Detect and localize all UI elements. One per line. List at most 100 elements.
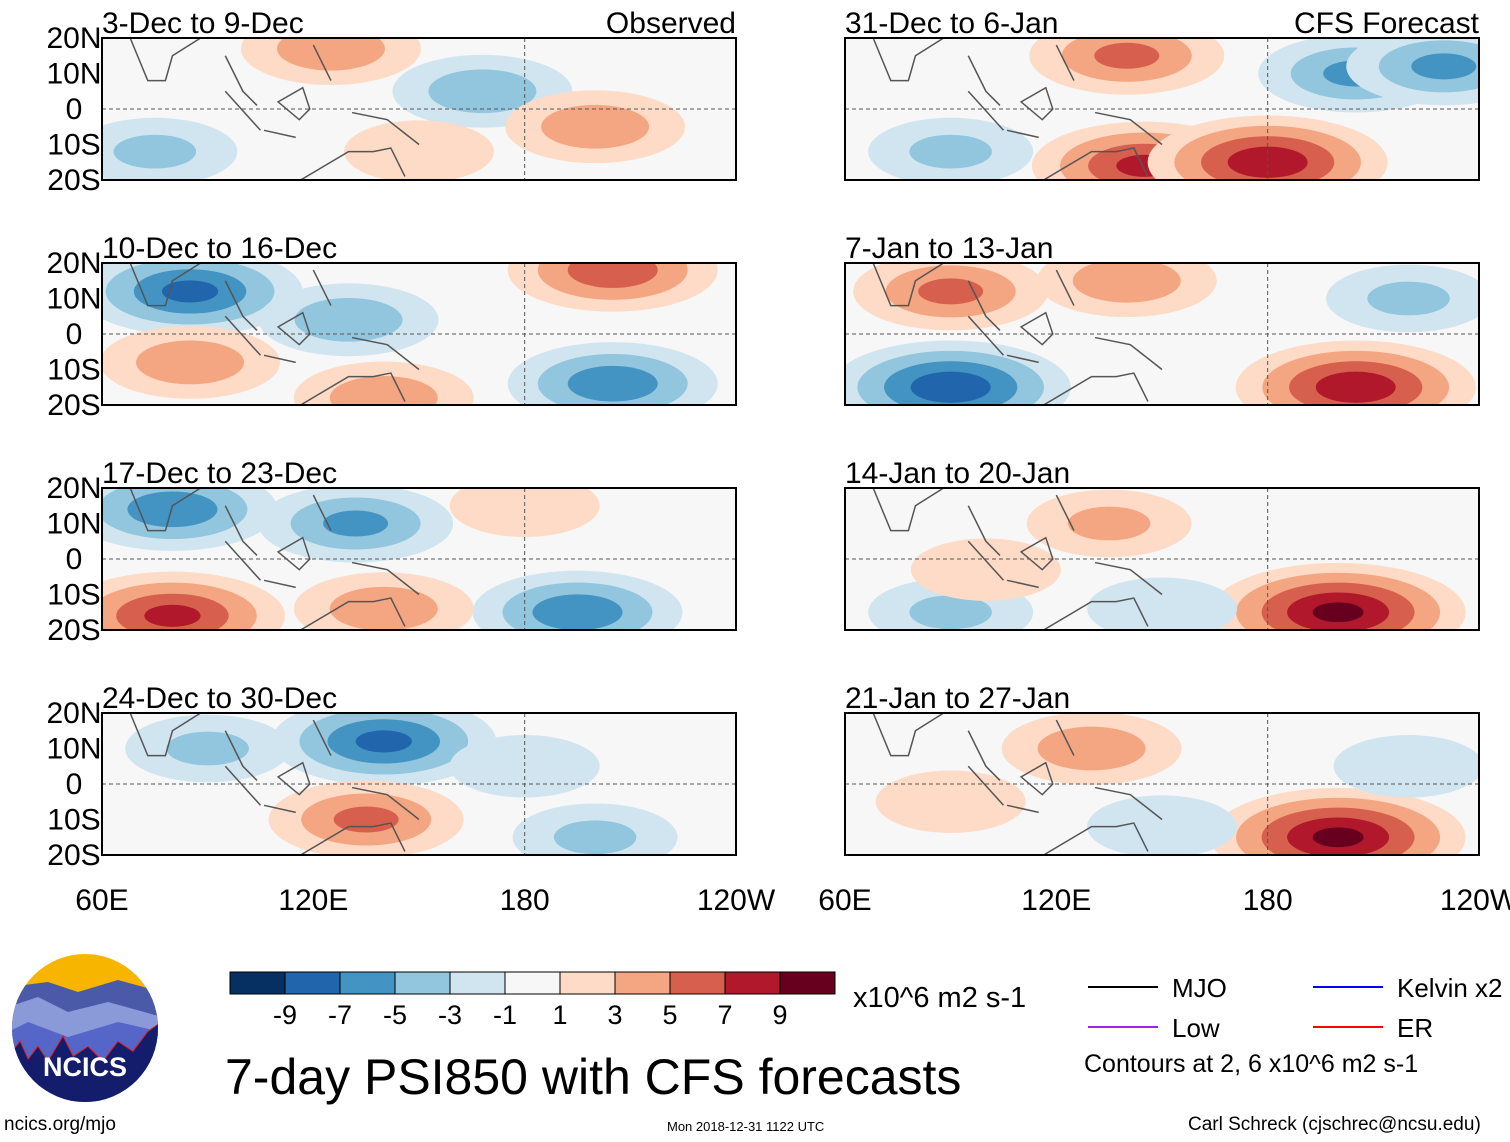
units-label: x10^6 m2 s-1 bbox=[853, 982, 1027, 1014]
anomaly-contour bbox=[144, 604, 201, 627]
anomaly-contour bbox=[532, 594, 623, 630]
panel-title: 31-Dec to 6-Jan bbox=[845, 7, 1058, 40]
anomaly-contour bbox=[1227, 146, 1308, 178]
coastline bbox=[872, 263, 1163, 405]
figure-title: 7-day PSI850 with CFS forecasts bbox=[225, 1049, 962, 1105]
lat-tick-label: 10S bbox=[47, 129, 100, 162]
anomaly-contour bbox=[909, 134, 992, 169]
anomaly-contour bbox=[1312, 602, 1364, 623]
lat-tick-label: 10S bbox=[47, 579, 100, 612]
panel-title: 7-Jan to 13-Jan bbox=[845, 232, 1053, 265]
anomaly-contour bbox=[909, 595, 992, 630]
lon-tick-label: 120E bbox=[1021, 884, 1091, 917]
anomaly-contour bbox=[1333, 735, 1479, 798]
line-legend: MJO Kelvin x2 Low ER bbox=[1088, 973, 1503, 1043]
anomaly-contour bbox=[127, 491, 218, 528]
colorbar-swatch bbox=[669, 971, 726, 995]
lat-tick-label: 20S bbox=[47, 164, 100, 197]
lat-tick-label: 10N bbox=[46, 283, 101, 316]
colorbar-label: -1 bbox=[493, 1000, 517, 1030]
colorbar-swatch bbox=[394, 971, 451, 995]
panel-frame bbox=[101, 37, 737, 181]
panel-5 bbox=[845, 263, 1479, 405]
panel-frame bbox=[101, 487, 737, 631]
colorbar-swatch bbox=[559, 971, 616, 995]
site-url[interactable]: ncics.org/mjo bbox=[4, 1114, 116, 1135]
panel-title: 21-Jan to 27-Jan bbox=[845, 682, 1070, 715]
anomaly-contour bbox=[1312, 827, 1364, 848]
panel-frame bbox=[844, 712, 1480, 856]
lat-tick-label: 10S bbox=[47, 354, 100, 387]
lon-tick-label: 120W bbox=[1440, 884, 1510, 917]
legend-label: Kelvin x2 bbox=[1397, 973, 1503, 1003]
anomaly-contour bbox=[1087, 795, 1237, 855]
lat-tick-label: 0 bbox=[66, 318, 83, 351]
colorbar-label: 7 bbox=[717, 1000, 732, 1030]
colorbar-label: 5 bbox=[662, 1000, 677, 1030]
anomaly-contour bbox=[161, 280, 219, 303]
coastline bbox=[872, 713, 1163, 855]
panel-frame bbox=[844, 262, 1480, 406]
panel-frame bbox=[101, 712, 737, 856]
colorbar: -9 -7 -5 -3 -1 1 3 5 7 9 bbox=[229, 971, 836, 1030]
panel-tag: Observed bbox=[606, 7, 736, 40]
panel-3 bbox=[102, 713, 736, 855]
colorbar-label: -9 bbox=[273, 1000, 297, 1030]
anomaly-contour bbox=[910, 371, 991, 403]
lat-tick-label: 0 bbox=[66, 768, 83, 801]
anomaly-contour bbox=[541, 104, 650, 149]
timestamp: Mon 2018-12-31 1122 UTC bbox=[667, 1119, 825, 1134]
anomaly-contour bbox=[1072, 263, 1181, 303]
lat-tick-label: 20S bbox=[47, 614, 100, 647]
lat-tick-label: 10S bbox=[47, 804, 100, 837]
author-credit: Carl Schreck (cjschrec@ncsu.edu) bbox=[1188, 1114, 1481, 1135]
panel-2 bbox=[102, 488, 736, 630]
anomaly-contour bbox=[553, 820, 637, 855]
colorbar-label: -3 bbox=[438, 1000, 462, 1030]
anomaly-contour bbox=[344, 120, 494, 180]
colorbar-swatch bbox=[229, 971, 286, 995]
anomaly-contour bbox=[567, 365, 658, 402]
anomaly-contour bbox=[276, 38, 385, 71]
anomaly-contour bbox=[1367, 281, 1450, 316]
colorbar-swatch bbox=[449, 971, 506, 995]
panel-0 bbox=[102, 38, 736, 180]
lat-tick-label: 20N bbox=[46, 472, 101, 505]
colorbar-swatch bbox=[284, 971, 341, 995]
coastline bbox=[872, 488, 1163, 630]
panel-title: 17-Dec to 23-Dec bbox=[102, 457, 337, 490]
lon-tick-label: 120E bbox=[278, 884, 348, 917]
lat-tick-label: 20N bbox=[46, 247, 101, 280]
anomaly-contour bbox=[329, 376, 438, 405]
colorbar-label: 1 bbox=[552, 1000, 567, 1030]
panel-tag: CFS Forecast bbox=[1294, 7, 1480, 40]
anomaly-contour bbox=[1094, 42, 1160, 69]
lon-tick-label: 60E bbox=[75, 884, 128, 917]
lat-tick-label: 20S bbox=[47, 839, 100, 872]
anomaly-contour bbox=[1037, 726, 1146, 771]
panel-frame bbox=[844, 487, 1480, 631]
contour-note: Contours at 2, 6 x10^6 m2 s-1 bbox=[1084, 1050, 1419, 1078]
anomaly-contour bbox=[918, 278, 984, 305]
lat-tick-label: 20N bbox=[46, 697, 101, 730]
panel-6 bbox=[845, 488, 1479, 630]
legend-label: MJO bbox=[1172, 973, 1227, 1003]
anomaly-contour bbox=[428, 69, 537, 114]
lat-tick-label: 10N bbox=[46, 508, 101, 541]
panel-title: 24-Dec to 30-Dec bbox=[102, 682, 337, 715]
colorbar-swatch bbox=[724, 971, 781, 995]
anomaly-contour bbox=[323, 510, 389, 537]
coastline bbox=[129, 38, 420, 180]
colorbar-swatch bbox=[504, 971, 561, 995]
lon-tick-label: 180 bbox=[1243, 884, 1293, 917]
lat-tick-label: 0 bbox=[66, 543, 83, 576]
lon-tick-label: 180 bbox=[500, 884, 550, 917]
colorbar-swatch bbox=[614, 971, 671, 995]
panel-frame bbox=[101, 262, 737, 406]
anomaly-contour bbox=[1315, 371, 1396, 403]
anomaly-contour bbox=[910, 538, 1061, 601]
colorbar-swatch bbox=[779, 971, 836, 995]
anomaly-contour bbox=[875, 770, 1026, 833]
anomaly-contour bbox=[333, 806, 399, 833]
anomaly-contour bbox=[113, 134, 197, 169]
